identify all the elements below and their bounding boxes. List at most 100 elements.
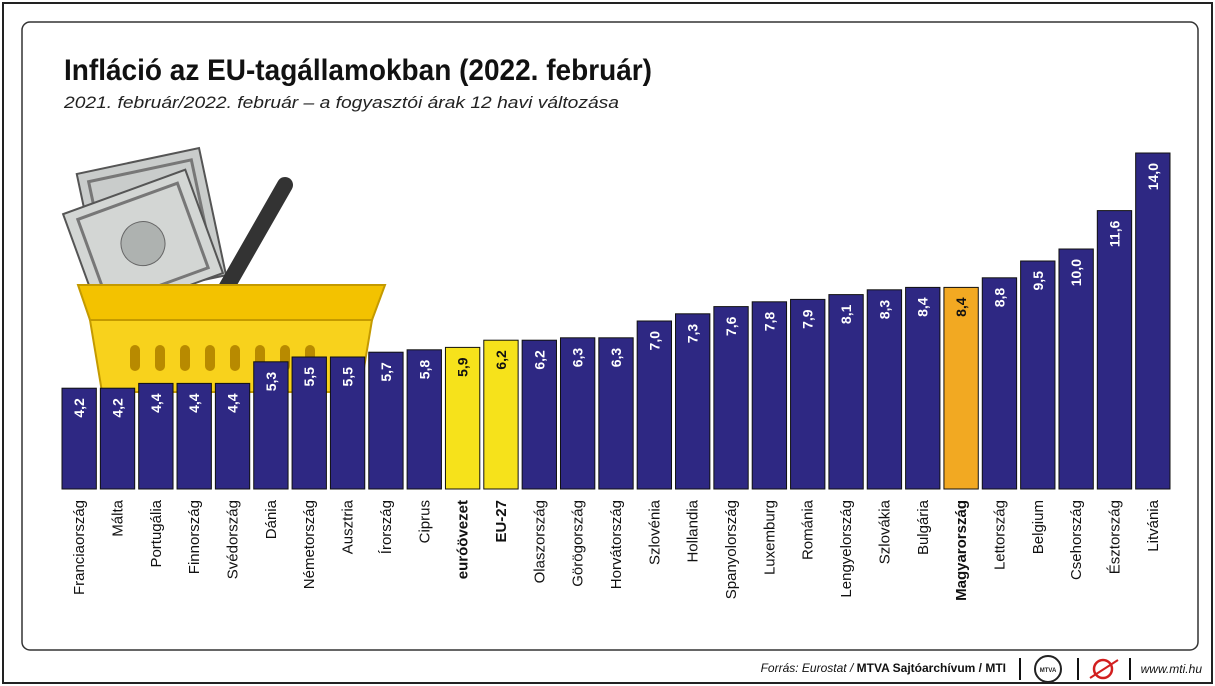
bar	[406, 349, 442, 490]
bar	[1058, 248, 1094, 490]
category-label: Luxemburg	[761, 500, 778, 575]
category-label: Olaszország	[531, 500, 548, 583]
bar	[1020, 260, 1056, 490]
mti-logo	[1092, 658, 1114, 680]
bars: 4,2 Franciaország 4,2 Málta 4,4 Portugália 4,4…	[61, 152, 1171, 601]
bar	[521, 339, 557, 490]
category-label: Ausztria	[340, 499, 357, 554]
value-label: 8,8	[991, 288, 1007, 308]
logo-text: MTVA	[1040, 668, 1057, 674]
value-label: 8,1	[838, 304, 854, 324]
source: Forrás: Eurostat / MTVA Sajtóarchívum / …	[761, 661, 1006, 675]
category-label: Málta	[110, 499, 127, 536]
value-label: 10,0	[1068, 259, 1084, 286]
value-label: 4,2	[110, 398, 126, 418]
category-label: Bulgária	[915, 499, 932, 555]
source-text: Forrás: Eurostat /	[761, 661, 855, 675]
value-label: 4,4	[225, 393, 241, 413]
bar	[1135, 152, 1171, 490]
bar	[176, 382, 212, 490]
bar	[713, 306, 749, 490]
bar	[905, 286, 941, 490]
bar	[866, 289, 903, 490]
value-label: 6,3	[608, 348, 624, 368]
bar	[828, 294, 864, 490]
value-label: 9,5	[1030, 271, 1046, 291]
bar	[99, 387, 136, 490]
bar	[559, 337, 596, 490]
category-label: Görögország	[570, 500, 587, 587]
bar	[751, 301, 788, 490]
value-label: 7,8	[761, 312, 777, 332]
category-label: Románia	[800, 499, 817, 560]
category-label: Dánia	[263, 499, 280, 539]
category-label: Csehország	[1068, 500, 1085, 580]
category-label: Észtország	[1106, 500, 1123, 574]
category-label: Svédország	[225, 500, 242, 579]
category-label: EU-27	[493, 500, 510, 543]
category-label: Ciprus	[416, 500, 433, 543]
value-label: 5,8	[416, 360, 432, 380]
bar	[483, 339, 519, 490]
value-label: 14,0	[1145, 163, 1161, 190]
category-label: Németország	[301, 500, 318, 589]
bar	[329, 356, 366, 490]
category-label: Lengyelország	[838, 500, 855, 598]
chart-title: Infláció az EU-tagállamokban (2022. febr…	[64, 54, 652, 87]
category-label: Portugália	[148, 499, 165, 567]
category-label: Horvátország	[608, 500, 625, 589]
category-label: Magyarország	[953, 500, 970, 601]
value-label: 5,5	[340, 367, 356, 387]
bar	[291, 356, 327, 490]
bar	[675, 313, 711, 490]
bar	[253, 361, 289, 490]
bar	[1096, 210, 1133, 490]
chart-subtitle: 2021. február/2022. február – a fogyaszt…	[63, 93, 619, 112]
logo	[1034, 655, 1062, 683]
category-label: Franciaország	[71, 500, 88, 595]
value-label: 7,6	[723, 316, 739, 336]
category-label: Finnország	[186, 500, 203, 574]
value-label: 4,4	[148, 393, 164, 413]
bar	[61, 387, 97, 490]
category-label: Írország	[378, 500, 395, 554]
category-label: Lettország	[991, 500, 1008, 570]
value-label: 8,4	[953, 297, 969, 317]
value-label: 11,6	[1106, 220, 1122, 247]
category-label: Belgium	[1030, 500, 1047, 554]
bar	[981, 277, 1018, 490]
mti-logo-stroke	[1089, 659, 1119, 679]
source-agency: MTVA Sajtóarchívum / MTI	[857, 661, 1006, 675]
value-label: 7,9	[800, 309, 816, 329]
bar	[636, 320, 673, 490]
value-label: 8,4	[915, 297, 931, 317]
value-label: 8,3	[876, 300, 892, 320]
category-label: Hollandia	[685, 499, 702, 562]
category-label: euróövezet	[455, 500, 472, 579]
bar	[214, 382, 251, 490]
value-label: 6,3	[570, 348, 586, 368]
url: www.mti.hu	[1141, 662, 1203, 676]
bar	[444, 346, 481, 490]
value-label: 4,4	[186, 393, 202, 413]
value-label: 7,0	[646, 331, 662, 351]
category-label: Szlovákia	[876, 499, 893, 564]
value-label: 5,3	[263, 372, 279, 392]
category-label: Litvánia	[1145, 499, 1162, 551]
category-label: Szlovénia	[646, 499, 663, 565]
bar	[138, 382, 174, 490]
value-label: 6,2	[531, 350, 547, 370]
chart-frame	[21, 21, 1199, 651]
value-label: 5,5	[301, 367, 317, 387]
value-label: 4,2	[71, 398, 87, 418]
bar	[598, 337, 634, 490]
value-label: 6,2	[493, 350, 509, 370]
value-label: 5,9	[455, 357, 471, 377]
category-label: Spanyolország	[723, 500, 740, 599]
value-label: 5,7	[378, 362, 394, 382]
footer: Forrás: Eurostat / MTVA Sajtóarchívum / …	[761, 655, 1203, 683]
value-label: 7,3	[685, 324, 701, 344]
bar	[790, 298, 826, 490]
bar	[368, 351, 404, 490]
